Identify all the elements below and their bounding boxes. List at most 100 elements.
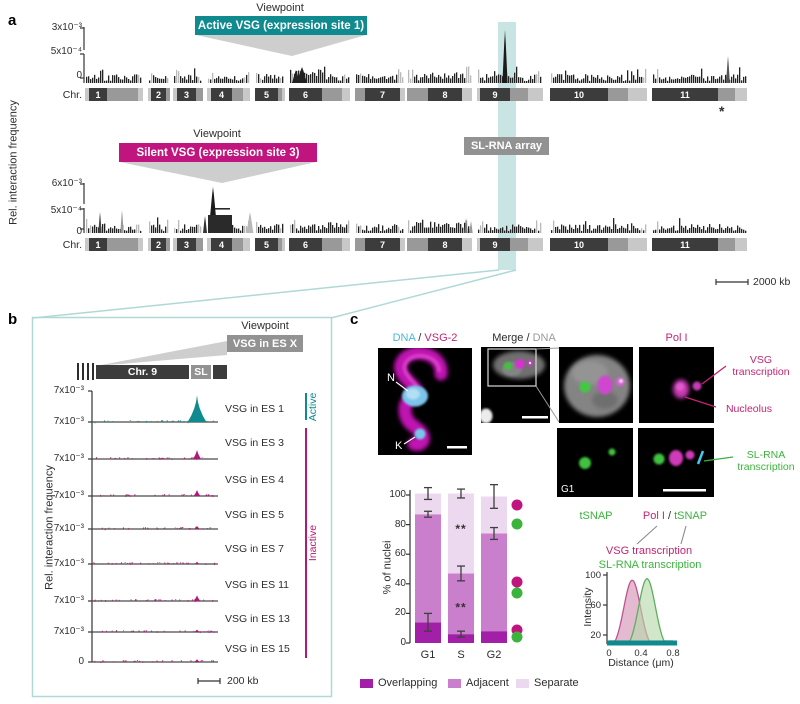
track-noise-bar (631, 223, 633, 233)
track-noise-bar (108, 228, 110, 233)
track-noise-bar (292, 224, 294, 233)
panel-c-letter: c (350, 311, 359, 328)
panel-b-noise (172, 420, 174, 422)
panel-b-noise (146, 457, 148, 460)
track-noise-bar (418, 80, 420, 83)
panel-b-noise (115, 599, 117, 602)
track-noise-bar (364, 76, 366, 83)
track-noise-bar (456, 223, 458, 233)
track-noise-bar (236, 80, 238, 83)
track-noise-bar (304, 226, 306, 233)
track-noise-bar (163, 78, 165, 83)
track-noise-bar (92, 77, 94, 83)
track-noise-bar (198, 76, 200, 83)
track-noise-bar (380, 230, 382, 233)
vsg-spot-core (619, 379, 623, 383)
panel-b-noise (111, 563, 113, 565)
panel-b-noise (202, 660, 204, 662)
track-noise-bar (551, 230, 553, 233)
ytick-row2-top: 6x10⁻³ (51, 178, 82, 189)
track-noise-bar (597, 225, 599, 233)
chromosome-segment (232, 88, 243, 101)
panel-b-noise (143, 527, 145, 529)
panel-b-ytick: 7x10⁻³ (53, 416, 84, 427)
track-noise-bar (244, 77, 246, 83)
track-noise-bar (637, 228, 639, 233)
track-noise-bar (186, 79, 188, 83)
track-noise-bar (402, 77, 404, 83)
track-noise-bar (498, 229, 500, 233)
track-noise-bar (200, 80, 202, 83)
track-noise-bar (278, 76, 280, 83)
bar-segment-adjacent (481, 533, 507, 632)
k-pointer-line (403, 436, 416, 445)
track-noise-bar (462, 73, 464, 83)
track-noise-bar (506, 225, 508, 233)
track-noise-bar (681, 76, 683, 83)
track-label-1: VSG in ES 1 (225, 402, 284, 415)
caption-slash: / (664, 510, 675, 522)
viewpoint-wedge-panel-b (96, 341, 227, 366)
panel-b-noise (122, 660, 124, 662)
track-noise-bar (466, 66, 468, 83)
track-noise-bar (645, 68, 647, 83)
track-noise-bar (100, 70, 102, 83)
panel-b-noise (176, 562, 178, 564)
track-noise-bar (282, 76, 284, 83)
ytick-row2-zero: 0 (76, 226, 82, 237)
track-label-2: VSG in ES 3 (225, 436, 284, 449)
panel-b-noise (138, 630, 140, 632)
nucleolus-annotation: Nucleolus (725, 403, 773, 415)
chromosome-segment (652, 88, 718, 101)
panel-b-noise (214, 562, 216, 565)
track-noise-bar (278, 224, 280, 233)
panel-b-noise (111, 630, 113, 632)
track-noise-bar (318, 225, 320, 233)
track-noise-bar (196, 224, 198, 233)
track-noise-bar (344, 227, 346, 233)
track-noise-bar (334, 77, 336, 83)
track-noise-bar (334, 227, 336, 233)
track-noise-bar (184, 76, 186, 83)
track-noise-bar (494, 71, 496, 83)
track-noise-bar (522, 77, 524, 83)
track-noise-bar (302, 227, 304, 233)
panel-b-noise (209, 527, 211, 529)
legend-label-adjacent: Adjacent (466, 677, 509, 689)
chromosome-segment (400, 238, 405, 251)
track-noise-bar (685, 225, 687, 233)
track-noise-bar (326, 228, 328, 233)
track-noise-bar (118, 77, 120, 83)
panel-b-noise (162, 457, 164, 460)
track-noise-bar (713, 227, 715, 233)
track-noise-bar (532, 230, 534, 233)
panel-b-noise (100, 661, 102, 664)
track-noise-bar (90, 225, 92, 233)
chromosome-segment (232, 238, 243, 251)
track-noise-bar (151, 73, 153, 83)
chromosome-segment (480, 88, 510, 101)
panel-b-ytick: 7x10⁻³ (53, 523, 84, 534)
track-noise-bar (705, 230, 707, 233)
panel-b-noise (153, 458, 155, 460)
track-noise-bar (248, 72, 250, 83)
bar-segment-overlapping (481, 631, 507, 643)
track-noise-bar (232, 224, 234, 233)
track-noise-bar (426, 75, 428, 83)
panel-b-noise (100, 494, 102, 497)
track-noise-bar (669, 228, 671, 233)
track-noise-bar (478, 69, 480, 83)
track-noise-bar (140, 77, 142, 83)
legend-label-overlapping: Overlapping (378, 677, 438, 689)
track-noise-bar (296, 228, 298, 233)
panel-b-noise (122, 527, 124, 529)
track-label-6: VSG in ES 11 (225, 578, 290, 591)
track-noise-bar (414, 225, 416, 233)
track-noise-bar (677, 78, 679, 83)
track-peak (726, 56, 730, 83)
panel-b-noise (124, 660, 126, 662)
track-noise-bar (118, 228, 120, 233)
panel-b-noise (162, 494, 164, 497)
panel-b-noise (183, 421, 185, 422)
track-noise-bar (571, 227, 573, 233)
